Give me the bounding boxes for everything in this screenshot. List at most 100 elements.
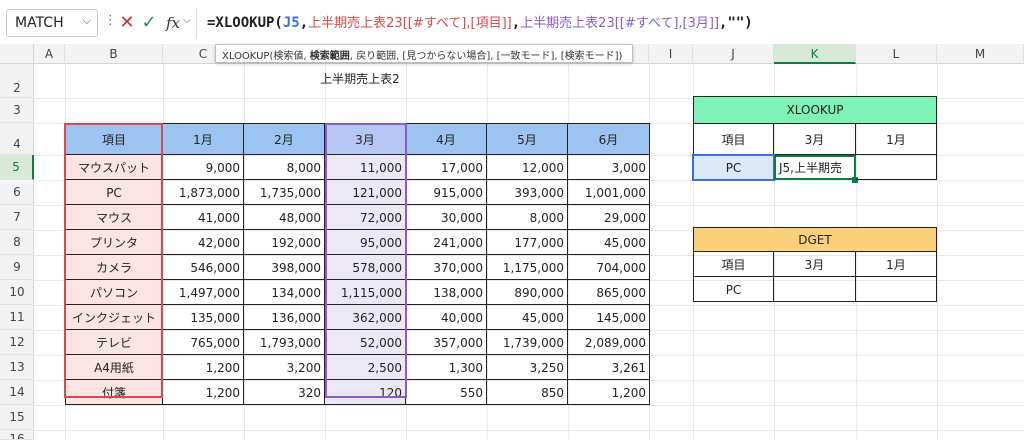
col-header-j[interactable]: J [693, 44, 774, 64]
row-header-5[interactable]: 5 [0, 155, 34, 180]
row-header-4[interactable]: 4 [0, 123, 34, 155]
table-cell-feb[interactable]: 398,000 [244, 255, 325, 280]
table-header-jan[interactable]: 1月 [163, 123, 244, 155]
xlookup-jan-result-cell[interactable] [856, 155, 937, 180]
table-cell-apr[interactable]: 357,000 [406, 330, 487, 355]
row-header-9[interactable]: 9 [0, 255, 34, 280]
col-header-b[interactable]: B [65, 44, 163, 64]
fx-chevron-icon[interactable]: ⌵ [183, 15, 191, 26]
row-header-11[interactable]: 11 [0, 305, 34, 330]
table-cell-jun[interactable]: 704,000 [568, 255, 650, 280]
row-header-6[interactable]: 6 [0, 180, 34, 205]
table-cell-feb[interactable]: 320 [244, 380, 325, 405]
xlookup-header-jan[interactable]: 1月 [856, 124, 937, 155]
chevron-down-icon[interactable]: ⌵ [82, 14, 91, 27]
table-cell-mar[interactable]: 362,000 [325, 305, 406, 330]
table-cell-jun[interactable]: 145,000 [568, 305, 650, 330]
name-box[interactable]: MATCH ⌵ [6, 9, 98, 37]
table-cell-feb[interactable]: 136,000 [244, 305, 325, 330]
table-cell-jun[interactable]: 3,000 [568, 155, 650, 180]
xlookup-header-item[interactable]: 項目 [693, 124, 774, 155]
table-cell-apr[interactable]: 915,000 [406, 180, 487, 205]
table-cell-mar[interactable]: 11,000 [325, 155, 406, 180]
row-header-3[interactable]: 3 [0, 98, 34, 123]
table-cell-feb[interactable]: 134,000 [244, 280, 325, 305]
table-cell-jan[interactable]: 1,873,000 [163, 180, 244, 205]
table-cell-may[interactable]: 393,000 [487, 180, 568, 205]
table-cell-jun[interactable]: 1,200 [568, 380, 650, 405]
table-cell-jun[interactable]: 865,000 [568, 280, 650, 305]
more-options-icon[interactable]: ⋮ [104, 13, 117, 28]
table-cell-jun[interactable]: 1,001,000 [568, 180, 650, 205]
table-row-item[interactable]: 付箋 [65, 380, 163, 405]
table-cell-jan[interactable]: 1,200 [163, 380, 244, 405]
dget-march-cell[interactable] [774, 277, 856, 302]
table-cell-may[interactable]: 890,000 [487, 280, 568, 305]
table-cell-apr[interactable]: 138,000 [406, 280, 487, 305]
table-cell-apr[interactable]: 1,300 [406, 355, 487, 380]
table-cell-may[interactable]: 1,739,000 [487, 330, 568, 355]
table-cell-feb[interactable]: 8,000 [244, 155, 325, 180]
table-cell-mar[interactable]: 578,000 [325, 255, 406, 280]
table-cell-apr[interactable]: 550 [406, 380, 487, 405]
table-cell-jun[interactable]: 3,261 [568, 355, 650, 380]
table-row-item[interactable]: A4用紙 [65, 355, 163, 380]
table-cell-feb[interactable]: 3,200 [244, 355, 325, 380]
table-row-item[interactable]: テレビ [65, 330, 163, 355]
table-header-feb[interactable]: 2月 [244, 123, 325, 155]
cancel-icon[interactable]: ✕ [119, 12, 135, 33]
dget-header-item[interactable]: 項目 [693, 252, 774, 277]
table-row-item[interactable]: マウスパット [65, 155, 163, 180]
table-cell-apr[interactable]: 17,000 [406, 155, 487, 180]
table-cell-may[interactable]: 8,000 [487, 205, 568, 230]
col-header-i[interactable]: I [649, 44, 693, 64]
col-header-m[interactable]: M [937, 44, 1024, 64]
table-cell-may[interactable]: 1,175,000 [487, 255, 568, 280]
table-cell-jun[interactable]: 29,000 [568, 205, 650, 230]
table-cell-jan[interactable]: 1,497,000 [163, 280, 244, 305]
xlookup-header-march[interactable]: 3月 [774, 124, 856, 155]
table-header-item[interactable]: 項目 [65, 123, 163, 155]
table-row-item[interactable]: プリンタ [65, 230, 163, 255]
insert-function-icon[interactable]: fx [165, 14, 180, 32]
table-cell-feb[interactable]: 192,000 [244, 230, 325, 255]
table-cell-mar[interactable]: 95,000 [325, 230, 406, 255]
dget-jan-cell[interactable] [856, 277, 937, 302]
table-cell-feb[interactable]: 1,735,000 [244, 180, 325, 205]
xlookup-title[interactable]: XLOOKUP [693, 96, 937, 124]
row-header-15[interactable]: 15 [0, 405, 34, 430]
table-cell-may[interactable]: 177,000 [487, 230, 568, 255]
table-cell-mar[interactable]: 52,000 [325, 330, 406, 355]
col-header-a[interactable]: A [34, 44, 65, 64]
row-header-2[interactable]: 2 [0, 64, 34, 98]
table-cell-jun[interactable]: 45,000 [568, 230, 650, 255]
table-cell-jan[interactable]: 765,000 [163, 330, 244, 355]
table-header-may[interactable]: 5月 [487, 123, 568, 155]
row-header-7[interactable]: 7 [0, 205, 34, 230]
table-header-apr[interactable]: 4月 [406, 123, 487, 155]
table-header-jun[interactable]: 6月 [568, 123, 650, 155]
table-cell-mar[interactable]: 120 [325, 380, 406, 405]
table-cell-feb[interactable]: 48,000 [244, 205, 325, 230]
enter-icon[interactable]: ✓ [141, 12, 157, 33]
row-header-12[interactable]: 12 [0, 330, 34, 355]
table-cell-apr[interactable]: 40,000 [406, 305, 487, 330]
table-cell-mar[interactable]: 121,000 [325, 180, 406, 205]
table-cell-apr[interactable]: 370,000 [406, 255, 487, 280]
table-cell-mar[interactable]: 2,500 [325, 355, 406, 380]
table-cell-apr[interactable]: 30,000 [406, 205, 487, 230]
fill-handle[interactable] [852, 177, 858, 183]
table-cell-jan[interactable]: 9,000 [163, 155, 244, 180]
table-row-item[interactable]: インクジェット [65, 305, 163, 330]
table-row-item[interactable]: PC [65, 180, 163, 205]
table-cell-jan[interactable]: 135,000 [163, 305, 244, 330]
row-header-10[interactable]: 10 [0, 280, 34, 305]
table-cell-may[interactable]: 45,000 [487, 305, 568, 330]
table-cell-may[interactable]: 3,250 [487, 355, 568, 380]
table-row-item[interactable]: パソコン [65, 280, 163, 305]
table-cell-feb[interactable]: 1,793,000 [244, 330, 325, 355]
select-all-corner[interactable] [0, 44, 34, 64]
formula-input[interactable]: =XLOOKUP(J5,上半期売上表23[[#すべて],[項目]],上半期売上表… [196, 8, 1022, 38]
table-cell-may[interactable]: 12,000 [487, 155, 568, 180]
dget-item-cell[interactable]: PC [693, 277, 774, 302]
